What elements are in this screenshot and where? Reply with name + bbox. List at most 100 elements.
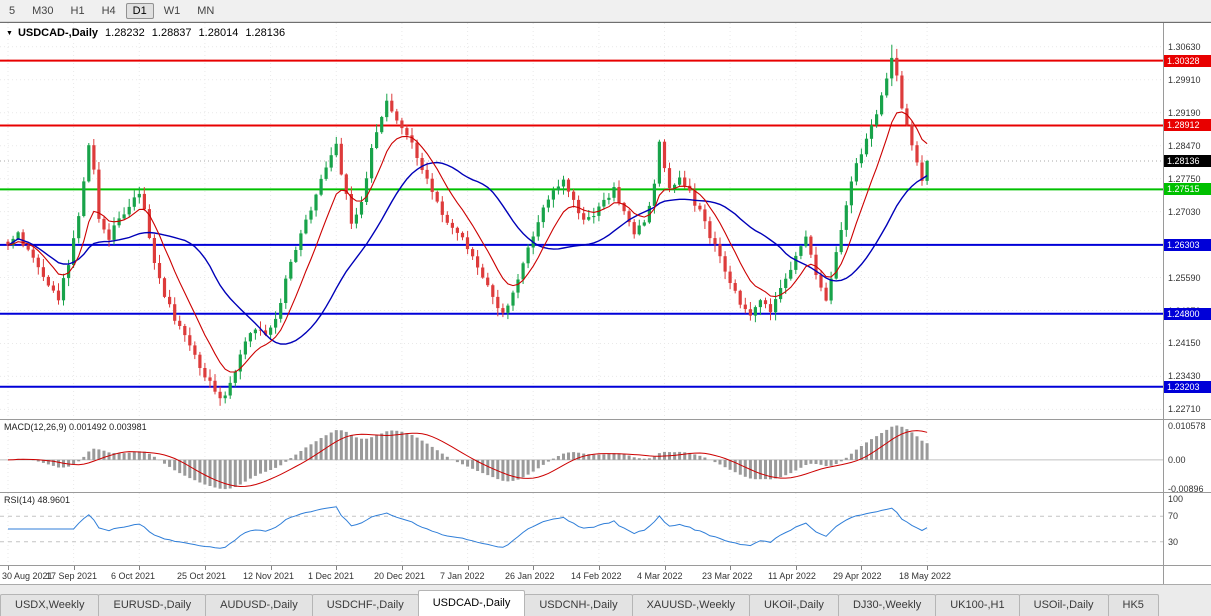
time-tick	[139, 566, 140, 570]
time-label-52: 12 Nov 2021	[243, 571, 295, 581]
pane-separator[interactable]	[0, 419, 1211, 420]
hline-price-label-1.24800: 1.24800	[1164, 307, 1211, 320]
chart-tab-eurusd-daily[interactable]: EURUSD-,Daily	[98, 594, 207, 616]
time-label-91: 7 Jan 2022	[440, 571, 485, 581]
chart-title: ▼ USDCAD-,Daily 1.28232 1.28837 1.28014 …	[6, 27, 285, 39]
period-button-5[interactable]: 5	[9, 4, 16, 17]
hline-price-label-1.28912: 1.28912	[1164, 119, 1211, 132]
price-tick-1.27030: 1.27030	[1168, 206, 1201, 217]
chart-window: ▼ USDCAD-,Daily 1.28232 1.28837 1.28014 …	[0, 22, 1211, 584]
time-label-0: 30 Aug 2021	[2, 571, 53, 581]
time-tick	[402, 566, 403, 570]
ohlc-high: 1.28837	[151, 27, 192, 39]
chart-tabs-bar: USDX,Weekly EURUSD-,Daily AUDUSD-,Daily USD…	[0, 584, 1211, 616]
time-tick	[74, 566, 75, 570]
macd-chart	[0, 420, 1163, 492]
price-tick-1.24150: 1.24150	[1168, 338, 1201, 349]
price-tick-1.30630: 1.30630	[1168, 41, 1201, 52]
time-tick	[533, 566, 534, 570]
ohlc-close: 1.28136	[245, 27, 286, 39]
price-tick-1.25590: 1.25590	[1168, 272, 1201, 283]
candles	[6, 44, 929, 406]
macd-tick-0.00: 0.00	[1168, 454, 1186, 465]
time-label-182: 18 May 2022	[899, 571, 952, 581]
price-axis: 1.30630 1.29910 1.29190 1.28470 1.27750 1.270…	[1164, 23, 1211, 584]
pane-separator	[0, 565, 1211, 566]
candlestick-chart[interactable]	[0, 23, 1163, 419]
price-tick-1.27750: 1.27750	[1168, 173, 1201, 184]
chart-tab-dj30-weekly[interactable]: DJ30-,Weekly	[837, 594, 937, 616]
rsi-label: RSI(14) 48.9601	[4, 495, 71, 505]
macd-tick-0.010578: 0.010578	[1168, 420, 1206, 431]
pane-separator[interactable]	[0, 492, 1211, 493]
price-tick-1.23430: 1.23430	[1168, 371, 1201, 382]
time-tick	[927, 566, 928, 570]
chart-tab-usdcad-daily[interactable]: USDCAD-,Daily	[417, 590, 526, 616]
time-tick	[336, 566, 337, 570]
time-label-117: 14 Feb 2022	[571, 571, 622, 581]
fast-ma-line	[7, 111, 928, 373]
chart-tab-uk100-h1[interactable]: UK100-,H1	[935, 594, 1020, 616]
time-label-169: 29 Apr 2022	[833, 571, 882, 581]
time-label-13: 17 Sep 2021	[46, 571, 98, 581]
time-axis: 30 Aug 2021 17 Sep 2021 6 Oct 2021 25 Oct 2…	[0, 566, 1211, 584]
chart-tab-hk5[interactable]: HK5	[1107, 594, 1159, 616]
hline-price-label-1.30328: 1.30328	[1164, 54, 1211, 67]
price-tick-1.22710: 1.22710	[1168, 404, 1201, 415]
time-label-143: 23 Mar 2022	[702, 571, 753, 581]
rsi-tick-100: 100	[1168, 494, 1184, 504]
chart-tab-usdcnh-daily[interactable]: USDCNH-,Daily	[524, 594, 633, 616]
rsi-pane[interactable]: RSI(14) 48.9601	[0, 493, 1211, 565]
symbol-period-label: USDCAD-,Daily	[17, 27, 99, 39]
price-tick-1.28470: 1.28470	[1168, 140, 1201, 151]
chart-tab-usdchf-daily[interactable]: USDCHF-,Daily	[311, 594, 419, 616]
time-tick	[665, 566, 666, 570]
timeframe-toolbar: 5 M30 H1 H4 D1 W1 MN	[0, 0, 1211, 22]
rsi-tick-30: 30	[1168, 536, 1179, 547]
rsi-tick-70: 70	[1168, 511, 1179, 522]
time-label-130: 4 Mar 2022	[637, 571, 683, 581]
period-button-w1[interactable]: W1	[163, 4, 181, 17]
hline-price-label-1.26303: 1.26303	[1164, 238, 1211, 251]
macd-pane[interactable]: MACD(12,26,9) 0.001492 0.003981	[0, 420, 1211, 492]
rsi-chart	[0, 493, 1163, 565]
time-label-65: 1 Dec 2021	[308, 571, 355, 581]
chart-tab-usoil-daily[interactable]: USOil-,Daily	[1018, 594, 1109, 616]
chart-tab-audusd-daily[interactable]: AUDUSD-,Daily	[205, 594, 313, 616]
time-label-156: 11 Apr 2022	[768, 571, 816, 581]
price-tick-1.29190: 1.29190	[1168, 107, 1201, 118]
hline-price-label-1.27515: 1.27515	[1164, 183, 1211, 196]
time-tick	[796, 566, 797, 570]
time-tick	[8, 566, 9, 570]
period-button-h4[interactable]: H4	[101, 4, 116, 17]
time-label-26: 6 Oct 2021	[111, 571, 156, 581]
bid-price-label: 1.28136	[1164, 154, 1211, 167]
time-label-39: 25 Oct 2021	[177, 571, 227, 581]
ohlc-open: 1.28232	[105, 27, 145, 39]
period-button-mn[interactable]: MN	[197, 4, 215, 17]
macd-histogram	[11, 425, 929, 490]
time-tick	[468, 566, 469, 570]
slow-ma-line	[7, 161, 928, 345]
chart-tab-xauusd-weekly[interactable]: XAUUSD-,Weekly	[631, 594, 751, 616]
time-tick	[730, 566, 731, 570]
ohlc-low: 1.28014	[198, 27, 239, 39]
time-tick	[271, 566, 272, 570]
period-button-d1[interactable]: D1	[125, 2, 154, 19]
rsi-line	[8, 506, 928, 549]
hline-price-label-1.23203: 1.23203	[1164, 380, 1211, 393]
chart-tab-ukoil-daily[interactable]: UKOil-,Daily	[749, 594, 839, 616]
chart-tab-usdx-weekly[interactable]: USDX,Weekly	[0, 594, 100, 616]
macd-tick--0.00896: -0.00896	[1168, 483, 1204, 494]
macd-label: MACD(12,26,9) 0.001492 0.003981	[4, 422, 147, 432]
period-button-h1[interactable]: H1	[70, 4, 85, 17]
macd-signal-line	[7, 430, 928, 488]
price-chart-pane[interactable]: ▼ USDCAD-,Daily 1.28232 1.28837 1.28014 …	[0, 23, 1211, 419]
price-axis-border	[1163, 23, 1164, 584]
time-label-78: 20 Dec 2021	[374, 571, 426, 581]
chart-menu-icon[interactable]: ▼	[6, 29, 13, 37]
period-button-m30[interactable]: M30	[32, 4, 54, 17]
time-label-104: 26 Jan 2022	[505, 571, 555, 581]
time-tick	[599, 566, 600, 570]
time-tick	[861, 566, 862, 570]
